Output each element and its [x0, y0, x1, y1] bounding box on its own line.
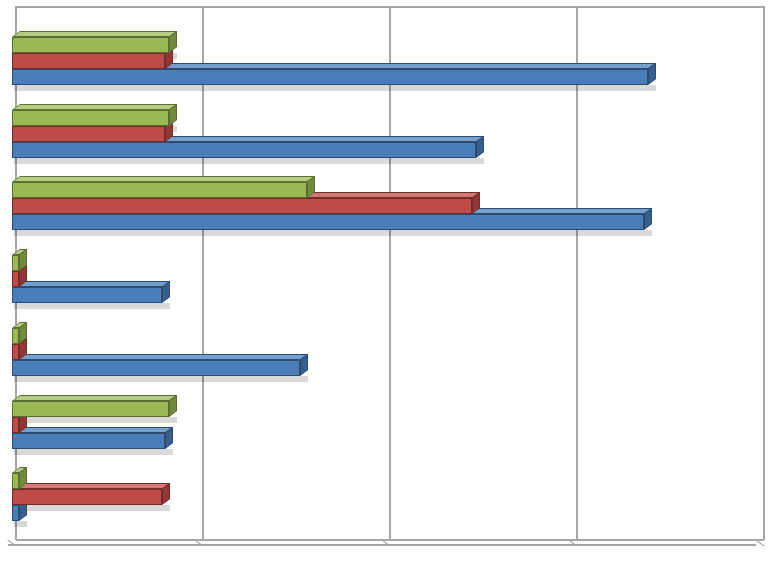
bar-green	[12, 395, 177, 417]
bar-shadow	[14, 85, 656, 91]
bar-blue	[12, 281, 170, 303]
plot-floor-front	[8, 544, 756, 546]
bar-green	[12, 176, 315, 198]
plot-floor-back	[16, 539, 764, 541]
plot-top-border	[16, 6, 764, 8]
bar-shadow	[14, 376, 308, 382]
grouped-horizontal-bar-chart	[8, 6, 764, 546]
bar-blue	[12, 354, 308, 376]
bar-green	[12, 322, 27, 344]
bar-green	[12, 249, 27, 271]
bar-shadow	[14, 521, 27, 527]
bar-shadow	[14, 417, 177, 423]
bar-shadow	[14, 230, 652, 236]
bar-red	[12, 483, 170, 505]
bar-shadow	[14, 449, 173, 455]
bar-green	[12, 467, 27, 489]
grid-line	[763, 6, 765, 540]
bar-green	[12, 104, 177, 126]
bar-green	[12, 31, 177, 53]
bar-blue	[12, 427, 173, 449]
bar-shadow	[14, 303, 170, 309]
bar-shadow	[14, 158, 484, 164]
bar-shadow	[14, 505, 170, 511]
